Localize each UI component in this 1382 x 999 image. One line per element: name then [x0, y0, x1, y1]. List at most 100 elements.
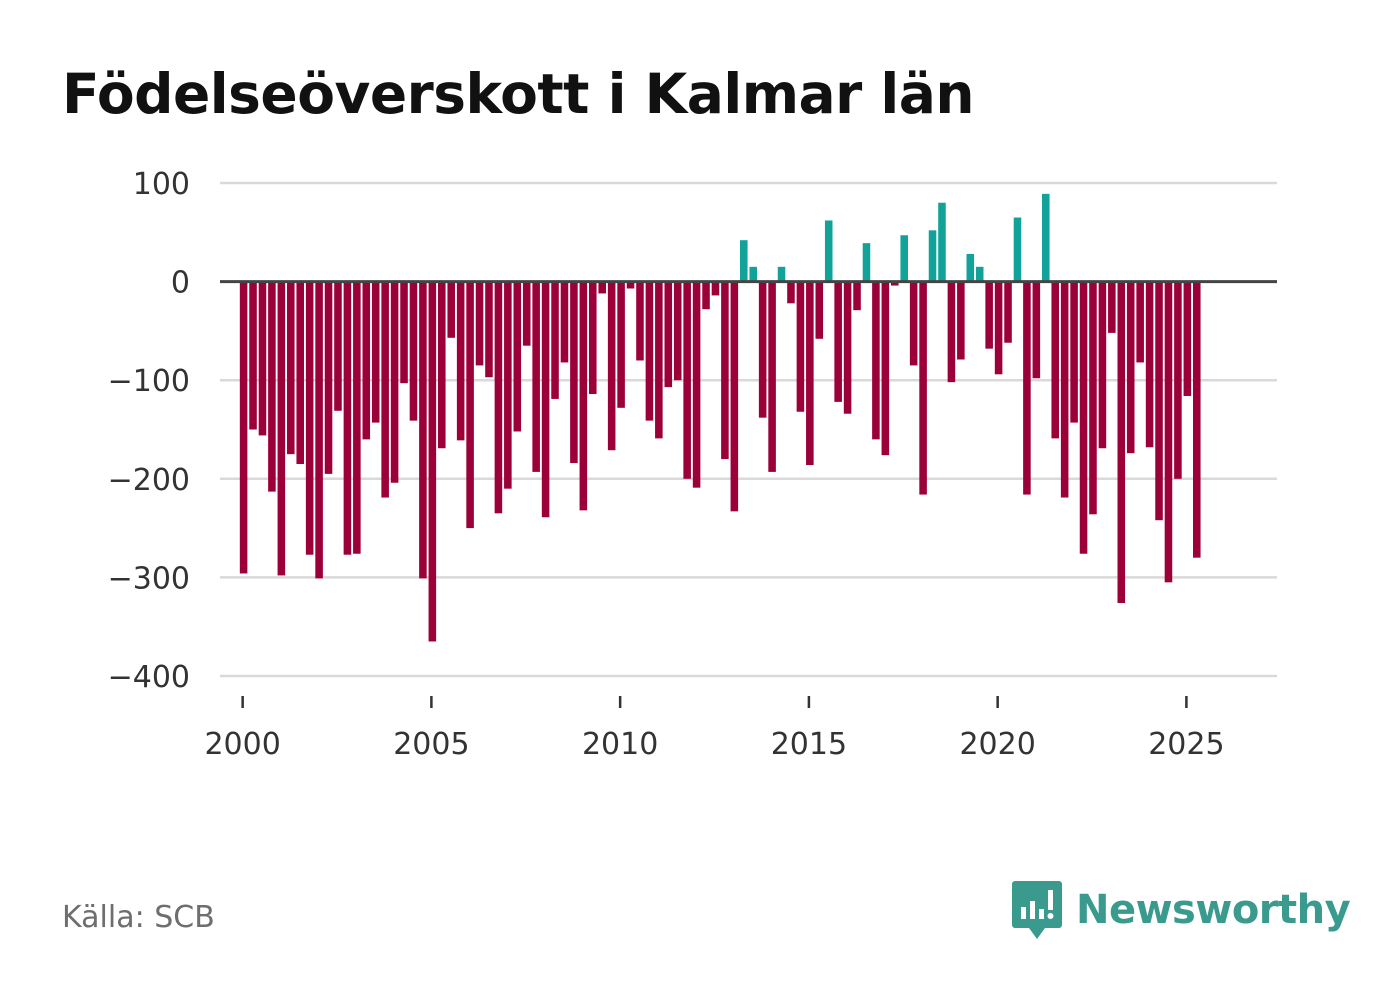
bar-negative: [1004, 281, 1012, 343]
bar-negative: [1032, 281, 1041, 379]
bar-negative: [362, 281, 371, 440]
bar-negative: [532, 281, 540, 472]
bar-negative: [1155, 281, 1163, 521]
x-tick-label: 2025: [1148, 727, 1224, 762]
bar-negative: [239, 281, 248, 574]
bar-negative: [324, 281, 333, 474]
bar-negative: [947, 281, 956, 383]
bar-positive: [966, 253, 975, 282]
x-axis: 2000 2005 2010 2015 2020 2025: [204, 696, 1225, 762]
bar-negative: [485, 281, 493, 378]
bar-negative: [305, 281, 314, 555]
bar-negative: [673, 281, 682, 381]
y-tick-label: −100: [108, 364, 190, 399]
bar-positive: [938, 202, 946, 282]
bar-negative: [1023, 281, 1031, 495]
y-tick-label: 0: [171, 266, 190, 301]
bar-negative: [617, 281, 625, 408]
bar-negative: [957, 281, 965, 360]
y-tick-label: −400: [108, 660, 190, 695]
bar-negative: [891, 281, 899, 286]
bar-negative: [721, 281, 729, 460]
bar-negative: [438, 281, 446, 449]
bar-negative: [655, 281, 663, 439]
bar-negative: [390, 281, 399, 483]
bar-negative: [258, 281, 267, 436]
bar-negative: [881, 281, 890, 456]
bar-negative: [787, 281, 795, 304]
bar-negative: [353, 281, 361, 554]
source-note: Källa: SCB: [62, 900, 215, 935]
bar-negative: [579, 281, 588, 511]
brand-name: Newsworthy: [1076, 887, 1351, 933]
bar-negative: [343, 281, 352, 555]
bar-positive: [740, 240, 748, 282]
y-tick-label: −300: [108, 561, 190, 596]
bar-negative: [428, 281, 437, 642]
bar-negative: [872, 281, 880, 440]
bar-negative: [1164, 281, 1173, 583]
y-tick-label: 100: [133, 167, 190, 202]
bar-negative: [475, 281, 484, 366]
bar-negative: [994, 281, 1003, 375]
bar-negative: [315, 281, 323, 579]
x-tick-label: 2020: [959, 727, 1035, 762]
x-tick-label: 2005: [393, 727, 469, 762]
bar-negative: [1145, 281, 1154, 448]
bar-negative: [985, 281, 993, 349]
bar-negative: [456, 281, 465, 441]
bar-negative: [909, 281, 918, 366]
x-tick-label: 2000: [204, 727, 280, 762]
bar-negative: [589, 281, 597, 395]
bar-series: [239, 193, 1201, 642]
bar-negative: [692, 281, 701, 488]
bar-negative: [409, 281, 418, 421]
bar-negative: [1060, 281, 1069, 498]
bar-negative: [607, 281, 616, 451]
x-tick-label: 2015: [771, 727, 847, 762]
bar-negative: [1098, 281, 1107, 449]
bar-negative: [598, 281, 606, 294]
bar-negative: [796, 281, 805, 412]
bar-negative: [834, 281, 842, 402]
x-tick-label: 2010: [582, 727, 658, 762]
bar-negative: [1183, 281, 1192, 396]
bar-negative: [636, 281, 644, 361]
bar-negative: [560, 281, 569, 363]
bar-negative: [1108, 281, 1116, 333]
bar-negative: [1117, 281, 1126, 604]
bar-negative: [626, 281, 635, 289]
bar-negative: [730, 281, 739, 512]
bar-negative: [419, 281, 427, 579]
bar-negative: [843, 281, 852, 414]
bar-positive: [900, 235, 908, 282]
bar-negative: [249, 281, 257, 430]
bar-negative: [683, 281, 691, 479]
bar-negative: [381, 281, 389, 498]
y-tick-label: −200: [108, 463, 190, 498]
bar-negative: [815, 281, 824, 339]
bar-negative: [1174, 281, 1182, 479]
bar-negative: [541, 281, 550, 518]
bar-negative: [494, 281, 503, 514]
bar-negative: [1070, 281, 1078, 423]
bar-positive: [975, 266, 984, 282]
bar-negative: [1193, 281, 1201, 558]
bar-negative: [664, 281, 673, 388]
bar-negative: [570, 281, 578, 464]
bar-negative: [268, 281, 276, 492]
chart-title: Födelseöverskott i Kalmar län: [62, 62, 975, 126]
bar-negative: [287, 281, 295, 455]
bar-positive: [1042, 193, 1050, 282]
bar-negative: [466, 281, 474, 529]
bar-negative: [551, 281, 559, 399]
bar-negative: [371, 281, 380, 423]
bar-positive: [862, 243, 871, 282]
bar-negative: [400, 281, 408, 384]
bar-positive: [1013, 217, 1022, 282]
bar-negative: [768, 281, 776, 472]
brand-logo[interactable]: Newsworthy: [1012, 880, 1351, 940]
bar-negative: [522, 281, 531, 346]
bar-negative: [1089, 281, 1097, 515]
